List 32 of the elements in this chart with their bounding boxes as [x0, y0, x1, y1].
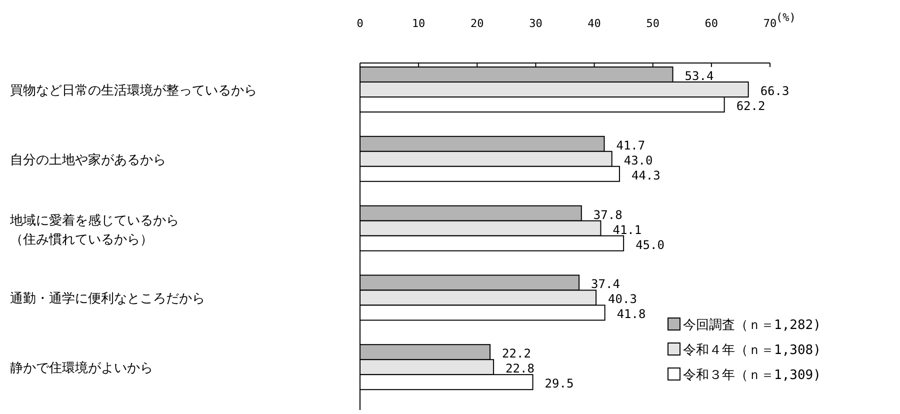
data-label: 41.8 — [616, 307, 646, 322]
data-label: 22.2 — [502, 346, 531, 361]
data-label: 45.0 — [636, 238, 664, 252]
x-tick-label: 50 — [646, 17, 660, 30]
x-tick-label: 70 — [763, 17, 777, 30]
data-label: 40.3 — [608, 292, 637, 306]
data-label: 41.7 — [616, 138, 646, 152]
data-label: 43.0 — [624, 153, 653, 168]
data-label: 41.1 — [612, 222, 642, 237]
y-tick-label: 静かで住環境がよいから — [10, 360, 153, 376]
data-label: 37.8 — [593, 208, 622, 222]
legend-label: 令和３年（ｎ＝1,309) — [683, 368, 821, 383]
x-axis-title: (%) — [776, 11, 796, 24]
x-tick-label: 0 — [356, 17, 364, 30]
y-tick-label: 通勤・通学に便利なところだから — [10, 292, 205, 307]
x-tick-label: 40 — [588, 17, 601, 30]
data-label: 66.3 — [760, 84, 790, 98]
legend-label: 令和４年（ｎ＝1,308) — [683, 343, 821, 358]
data-label: 29.5 — [544, 376, 574, 391]
x-tick-label: 20 — [470, 17, 484, 30]
y-tick-label: 地域に愛着を感じているから（住み慣れているから） — [9, 212, 179, 248]
y-tick-label: 買物など日常の生活環境が整っているから — [10, 82, 257, 98]
x-tick-label: 30 — [529, 17, 542, 30]
data-label: 53.4 — [684, 69, 714, 83]
data-label: 37.4 — [591, 277, 620, 292]
legend-label: 今回調査（ｎ＝1,282) — [683, 318, 821, 333]
data-label: 62.2 — [736, 99, 766, 113]
x-tick-label: 60 — [704, 17, 718, 30]
data-label: 44.3 — [631, 168, 660, 182]
data-label: 22.8 — [506, 362, 534, 376]
y-tick-label: 自分の土地や家があるから — [10, 152, 166, 168]
x-tick-label: 10 — [412, 17, 426, 30]
